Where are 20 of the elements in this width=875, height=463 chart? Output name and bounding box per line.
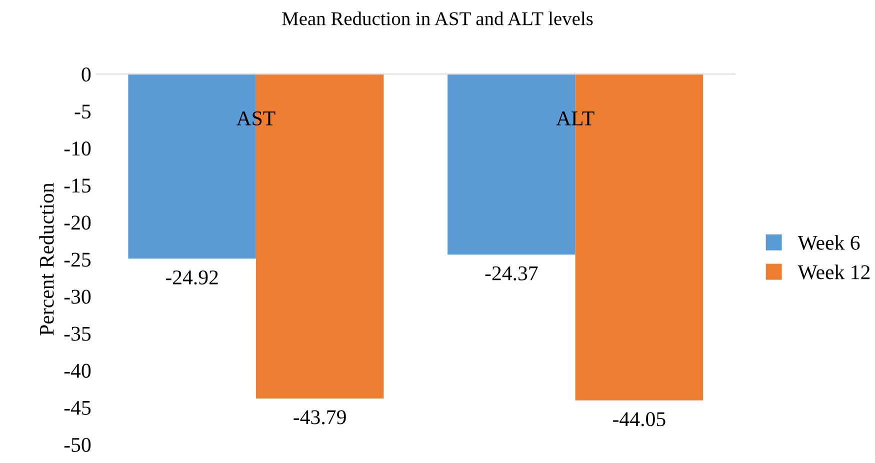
- y-axis-title: Percent Reduction: [39, 182, 54, 336]
- y-tick-label: -30: [64, 290, 91, 304]
- x-tick-label: AST: [236, 111, 276, 126]
- y-tick-label: -5: [74, 104, 91, 119]
- chart-title: Mean Reduction in AST and ALT levels: [282, 12, 593, 26]
- y-tick-label: -15: [64, 178, 91, 193]
- data-label: -24.37: [485, 266, 538, 280]
- y-tick-label: -45: [64, 400, 91, 415]
- y-tick-label: -10: [64, 142, 91, 156]
- data-label: -43.79: [294, 410, 346, 424]
- y-tick-label: -40: [64, 364, 91, 378]
- legend-label: Week 6: [798, 235, 860, 250]
- y-tick-label: -50: [64, 438, 91, 452]
- legend-label: Week 12: [798, 264, 870, 280]
- y-tick-label: -35: [64, 326, 91, 341]
- data-label: -24.92: [166, 270, 218, 285]
- y-tick-label: 0: [82, 67, 91, 82]
- y-tick-label: -20: [64, 216, 91, 230]
- data-label: -44.05: [613, 412, 666, 426]
- y-tick-label: -25: [64, 252, 91, 267]
